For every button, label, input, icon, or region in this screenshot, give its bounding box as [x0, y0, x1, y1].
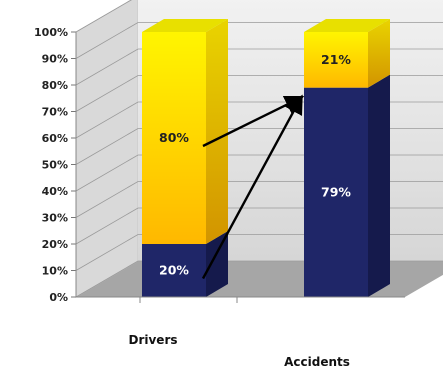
- bar-top-face: [304, 19, 390, 32]
- data-label: 20%: [159, 263, 189, 278]
- data-label: 21%: [321, 52, 351, 67]
- y-tick-label: 20%: [42, 238, 68, 251]
- y-tick-label: 90%: [42, 53, 68, 66]
- bar-side-face: [206, 19, 228, 244]
- y-tick-label: 70%: [42, 106, 68, 119]
- y-tick-label: 80%: [42, 79, 68, 92]
- gridline: [75, 0, 132, 33]
- bar-segment: 21%: [304, 19, 390, 88]
- x-axis: Drivers Accidents: [76, 296, 405, 369]
- data-label: 80%: [159, 130, 189, 145]
- y-tick-label: 60%: [42, 132, 68, 145]
- bar-segment: 79%: [304, 74, 390, 298]
- y-tick-label: 40%: [42, 185, 68, 198]
- bar-front-face: [304, 32, 368, 88]
- bar-side-face: [368, 74, 390, 297]
- bar-front-face: [142, 244, 206, 297]
- x-category-label: Accidents: [284, 355, 350, 369]
- bar-top-face: [142, 19, 228, 32]
- bar-side-face: [206, 231, 228, 297]
- bar-segment: 80%: [142, 19, 228, 244]
- y-tick-label: 50%: [42, 159, 68, 172]
- bar-side-face: [368, 19, 390, 88]
- arrows: [201, 94, 305, 280]
- arrow: [201, 94, 303, 280]
- y-tick-label: 0%: [49, 291, 68, 304]
- y-tick-label: 10%: [42, 265, 68, 278]
- bar-front-face: [304, 87, 368, 298]
- arrow: [202, 95, 305, 148]
- data-label: 79%: [321, 184, 351, 199]
- y-axis: 0% 10% 20% 30% 40% 50% 60% 70% 80% 90% 100%: [34, 26, 77, 304]
- bars: 20% 80% 79% 21%: [142, 19, 390, 298]
- y-tick-label: 100%: [34, 26, 68, 39]
- y-tick-label: 30%: [42, 212, 68, 225]
- bar-front-face: [142, 32, 206, 244]
- bar-segment: 20%: [142, 231, 228, 297]
- x-category-label: Drivers: [128, 333, 177, 347]
